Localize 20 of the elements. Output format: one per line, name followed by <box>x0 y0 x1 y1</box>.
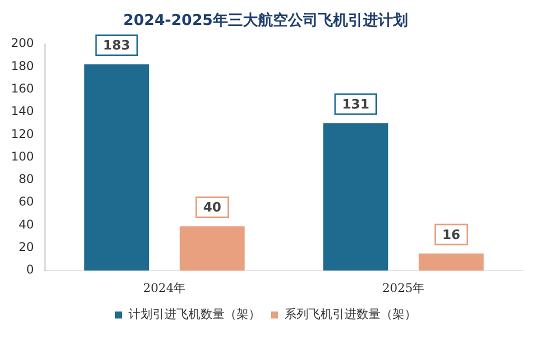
y-tick-label: 180 <box>11 58 34 73</box>
data-label: 40 <box>203 200 222 216</box>
legend-label: 计划引进飞机数量（架） <box>128 307 260 322</box>
x-tick-label: 2025年 <box>382 280 425 295</box>
y-tick-label: 200 <box>11 36 34 50</box>
y-tick-label: 140 <box>11 104 34 118</box>
y-tick-label: 60 <box>18 194 34 209</box>
x-tick-label: 2024年 <box>143 280 186 295</box>
legend-label: 系列飞机引进数量（架） <box>284 307 416 322</box>
y-tick-label: 80 <box>18 172 34 186</box>
data-label: 131 <box>342 98 370 113</box>
y-tick-label: 40 <box>18 217 34 232</box>
y-tick-label: 0 <box>26 262 34 277</box>
chart-title: 2024-2025年三大航空公司飞机引进计划 <box>123 10 408 29</box>
y-tick-label: 20 <box>18 240 34 254</box>
data-label: 183 <box>103 38 130 54</box>
y-tick-label: 120 <box>11 126 34 141</box>
y-tick-label: 160 <box>11 81 34 96</box>
data-label: 16 <box>442 228 460 243</box>
y-tick-label: 100 <box>11 149 34 164</box>
